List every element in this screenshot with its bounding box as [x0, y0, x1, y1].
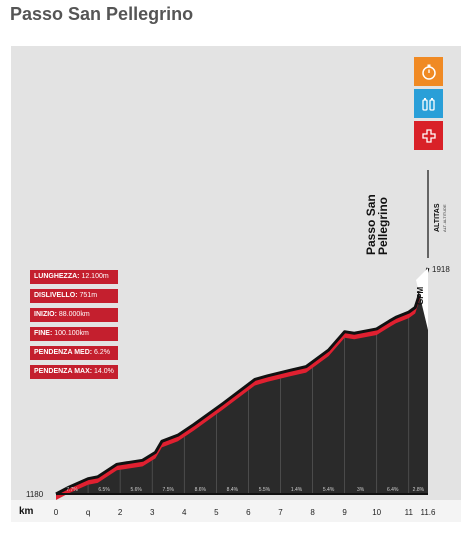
- segment-gradient-label: 6.5%: [98, 487, 110, 493]
- info-pendenza-max: PENDENZA MAX: 14.0%: [30, 365, 118, 379]
- profile-area: [56, 268, 428, 494]
- x-tick-label: 11: [405, 508, 414, 517]
- info-pendenza-max-label: PENDENZA MAX:: [34, 368, 93, 375]
- info-fine-label: FINE:: [34, 330, 53, 337]
- summit-name: Passo San Pellegrino: [364, 194, 390, 255]
- info-lunghezza: LUNGHEZZA: 12.100m: [30, 270, 118, 284]
- gpm-label: GPM: [416, 286, 425, 305]
- info-pendenza-med: PENDENZA MED: 6.2%: [30, 346, 118, 360]
- x-tick-label: 3: [150, 508, 155, 517]
- info-inizio-value: 88.000km: [58, 311, 90, 318]
- info-lunghezza-label: LUNGHEZZA:: [34, 273, 80, 280]
- x-tick-label: 7: [278, 508, 283, 517]
- bottles-icon[interactable]: [414, 89, 443, 118]
- segment-gradient-label: 2.8%: [413, 487, 425, 493]
- segment-gradient-label: 5.5%: [259, 487, 271, 493]
- altitude-tag: ALTITAS: [434, 203, 441, 232]
- altitude-sub: ALT. ALTITUDE: [442, 204, 447, 232]
- segment-gradient-label: 7.7%: [66, 487, 78, 493]
- x-tick-label: q: [86, 508, 90, 517]
- info-inizio: INIZIO: 88.000km: [30, 308, 118, 322]
- segment-gradient-label: 5.4%: [323, 487, 335, 493]
- segment-gradient-label: 8.4%: [227, 487, 239, 493]
- segment-gradient-label: 6.4%: [387, 487, 399, 493]
- base-altitude-label: 1180: [26, 490, 44, 499]
- summit-altitude-label: 1918: [432, 265, 450, 274]
- info-fine-value: 100.100km: [54, 330, 89, 337]
- km-axis-bar: [11, 500, 461, 522]
- info-pendenza-med-label: PENDENZA MED:: [34, 349, 93, 356]
- info-inizio-label: INIZIO:: [34, 311, 57, 318]
- x-tick-label: 11.6: [421, 508, 437, 517]
- x-tick-label: 10: [372, 508, 381, 517]
- x-tick-label: 8: [310, 508, 315, 517]
- x-tick-label: 0: [54, 508, 59, 517]
- page-title: Passo San Pellegrino: [10, 4, 194, 24]
- info-pendenza-med-value: 6.2%: [94, 349, 110, 356]
- x-tick-label: 2: [118, 508, 123, 517]
- profile-outline: [55, 267, 430, 496]
- segment-gradient-label: 1.4%: [291, 487, 303, 493]
- x-tick-label: 5: [214, 508, 219, 517]
- segment-gradient-label: 7.5%: [163, 487, 175, 493]
- x-tick-label: 4: [182, 508, 187, 517]
- info-dislivello-label: DISLIVELLO:: [34, 292, 78, 299]
- info-lunghezza-value: 12.100m: [81, 273, 109, 280]
- info-dislivello: DISLIVELLO: 751m: [30, 289, 118, 303]
- segment-gradient-label: 5.6%: [130, 487, 142, 493]
- info-fine: FINE: 100.100km: [30, 327, 118, 341]
- info-dislivello-value: 751m: [79, 292, 98, 299]
- x-tick-label: 9: [342, 508, 347, 517]
- x-tick-label: 6: [246, 508, 251, 517]
- gpm-marker: [416, 268, 428, 330]
- stopwatch-icon[interactable]: [414, 57, 443, 86]
- segment-gradient-label: 3%: [357, 487, 365, 493]
- info-pendenza-max-value: 14.0%: [94, 368, 114, 375]
- segment-gradient-label: 8.6%: [195, 487, 207, 493]
- x-axis-label: km: [19, 506, 34, 517]
- first-aid-icon[interactable]: [414, 121, 443, 150]
